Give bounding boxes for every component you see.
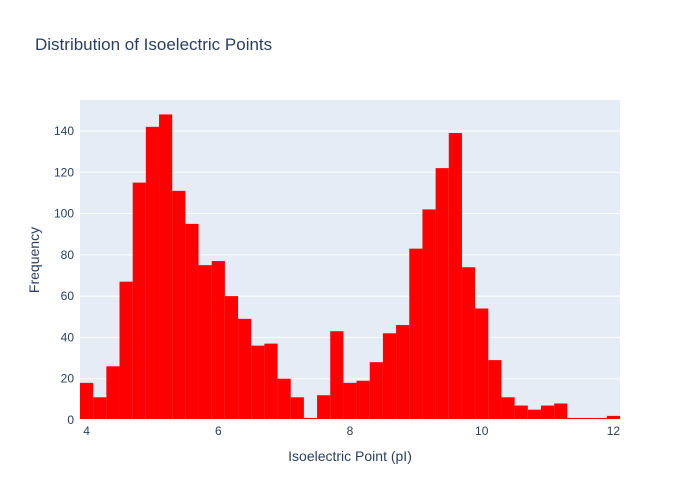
histogram-bar xyxy=(422,209,436,420)
x-axis-title: Isoelectric Point (pI) xyxy=(288,448,412,464)
y-tick-label: 40 xyxy=(61,330,75,344)
histogram-bar xyxy=(356,380,370,420)
histogram-bar xyxy=(251,345,265,420)
histogram-bar xyxy=(396,325,410,420)
histogram-bar xyxy=(303,417,318,420)
x-tick-label: 4 xyxy=(83,424,90,438)
histogram-bar xyxy=(330,331,344,420)
y-axis-title: Frequency xyxy=(26,227,42,293)
histogram-bar xyxy=(514,405,528,420)
histogram-bar xyxy=(369,362,383,420)
histogram-bar xyxy=(238,318,252,420)
histogram-bar xyxy=(290,397,304,420)
histogram-bar xyxy=(106,366,120,420)
histogram-bar xyxy=(159,114,173,421)
histogram-bar xyxy=(501,397,515,420)
y-axis-ticks: 0 20 40 60 80 100 120 140 xyxy=(54,124,74,427)
histogram-bar xyxy=(580,417,594,420)
histogram-bar xyxy=(119,281,133,420)
histogram-bar xyxy=(93,397,107,420)
histogram-bar xyxy=(567,417,581,420)
histogram-bar xyxy=(317,395,331,420)
histogram-bar xyxy=(80,382,94,420)
histogram-bar xyxy=(172,190,186,420)
histogram-bar xyxy=(211,261,225,420)
x-tick-label: 10 xyxy=(475,424,489,438)
histogram-bar xyxy=(475,308,489,420)
histogram-bar xyxy=(448,133,462,420)
histogram-bar xyxy=(606,415,620,420)
histogram-bar xyxy=(343,382,357,420)
y-tick-label: 140 xyxy=(54,124,74,138)
histogram-bar xyxy=(145,126,160,420)
histogram-bar xyxy=(264,343,278,420)
x-tick-label: 12 xyxy=(607,424,621,438)
histogram-bar xyxy=(198,265,212,420)
histogram-bar xyxy=(185,223,199,420)
histogram-bar xyxy=(224,296,239,420)
chart-title: Distribution of Isoelectric Points xyxy=(35,35,272,54)
x-axis-ticks: 4 6 8 10 12 xyxy=(83,424,620,438)
x-tick-label: 8 xyxy=(347,424,354,438)
y-tick-label: 100 xyxy=(54,207,74,221)
histogram-bar xyxy=(461,267,476,420)
histogram-bar xyxy=(593,417,607,420)
histogram-bar xyxy=(132,182,146,420)
histogram-bar xyxy=(382,333,397,420)
histogram-bar xyxy=(409,248,423,420)
y-tick-label: 20 xyxy=(61,372,75,386)
histogram-bar xyxy=(554,403,568,420)
histogram-bar xyxy=(435,168,449,420)
y-tick-label: 0 xyxy=(67,413,74,427)
y-tick-label: 80 xyxy=(61,248,75,262)
y-tick-label: 120 xyxy=(54,165,74,179)
histogram-bar xyxy=(277,378,291,420)
y-tick-label: 60 xyxy=(61,289,75,303)
bars xyxy=(80,114,620,421)
histogram-bar xyxy=(540,405,555,420)
histogram-bar xyxy=(488,360,502,420)
histogram-bar xyxy=(527,409,541,420)
x-tick-label: 6 xyxy=(215,424,222,438)
